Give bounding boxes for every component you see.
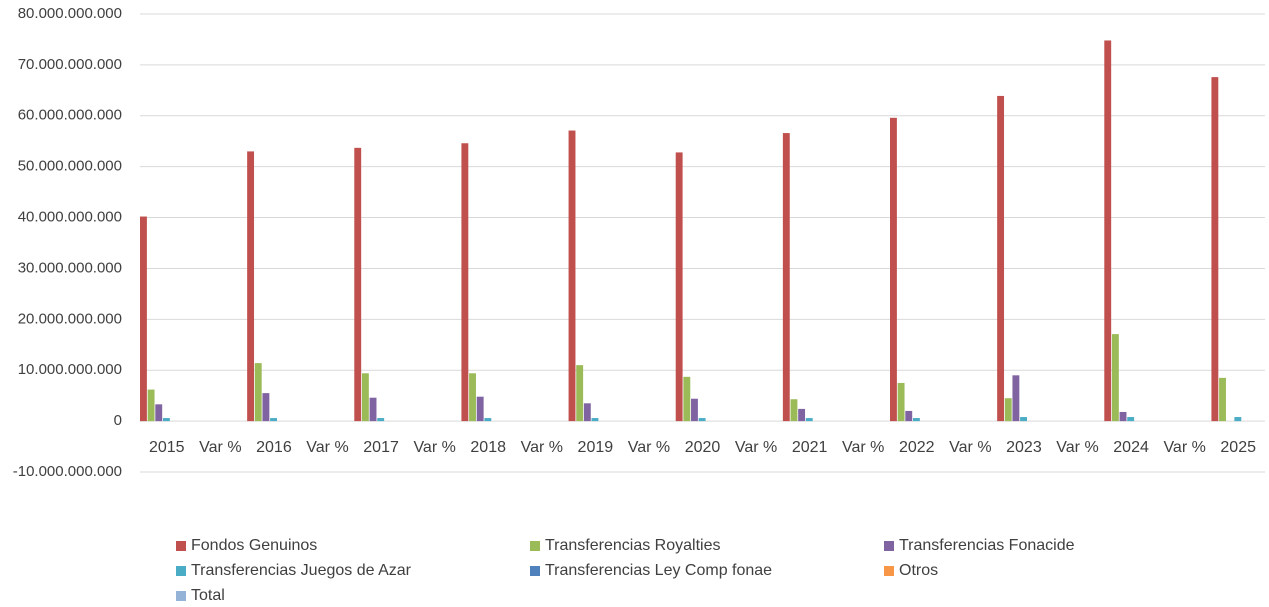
x-tick-label: Var % (199, 439, 241, 456)
x-tick-label: 2023 (1006, 439, 1042, 456)
bar (484, 418, 492, 422)
bar (1012, 375, 1020, 422)
bar (576, 365, 584, 422)
bar (147, 389, 155, 422)
bar (683, 376, 691, 422)
legend-swatch (176, 591, 186, 601)
bar (1127, 417, 1135, 422)
x-tick-label: 2015 (149, 439, 185, 456)
y-tick-label: 40.000.000.000 (18, 209, 122, 226)
legend-label: Otros (899, 562, 938, 579)
bar (691, 398, 698, 422)
legend-label: Total (191, 587, 225, 604)
legend-swatch (884, 541, 894, 551)
bar (790, 399, 798, 422)
y-tick-label: 20.000.000.000 (18, 310, 122, 327)
bar (461, 143, 469, 422)
legend-label: Fondos Genuinos (191, 537, 317, 554)
x-tick-label: 2021 (792, 439, 828, 456)
bar (361, 373, 369, 422)
bar (912, 418, 920, 422)
legend-label: Transferencias Ley Comp fonae (545, 562, 772, 579)
bar (162, 418, 170, 422)
legend-label: Transferencias Juegos de Azar (191, 562, 412, 579)
x-tick-label: 2020 (685, 439, 721, 456)
y-tick-label: 0 (114, 412, 122, 429)
y-tick-label: 50.000.000.000 (18, 158, 122, 175)
bar (155, 404, 163, 422)
x-tick-label: 2018 (470, 439, 506, 456)
x-tick-label: Var % (842, 439, 884, 456)
x-tick-label: 2016 (256, 439, 292, 456)
legend-label: Transferencias Royalties (545, 537, 720, 554)
bar (583, 403, 591, 422)
bar (805, 418, 813, 422)
bar (1219, 377, 1226, 422)
legend-swatch (176, 541, 186, 551)
x-tick-label: Var % (628, 439, 670, 456)
x-tick-label: Var % (306, 439, 348, 456)
bar (905, 410, 913, 422)
bar (354, 147, 362, 422)
bar (1111, 334, 1119, 422)
bar (1119, 411, 1127, 422)
bar (140, 216, 147, 422)
bar (469, 373, 476, 422)
x-tick-label: 2017 (363, 439, 399, 456)
y-tick-label: -10.000.000.000 (13, 463, 122, 480)
bar (1234, 417, 1242, 422)
legend-swatch (530, 541, 540, 551)
bar (591, 418, 599, 422)
bar (377, 418, 385, 422)
bar (262, 393, 270, 422)
bar (897, 382, 905, 422)
bar (1211, 77, 1219, 422)
bar (247, 151, 255, 422)
bar (798, 408, 806, 422)
x-tick-label: 2019 (578, 439, 614, 456)
y-tick-label: 60.000.000.000 (18, 107, 122, 124)
x-tick-label: 2025 (1220, 439, 1256, 456)
y-tick-label: 30.000.000.000 (18, 259, 122, 276)
bar (997, 95, 1005, 422)
legend-swatch (176, 566, 186, 576)
x-tick-label: Var % (949, 439, 991, 456)
bar (270, 418, 277, 422)
x-tick-label: Var % (1056, 439, 1098, 456)
x-tick-label: Var % (521, 439, 563, 456)
x-tick-label: Var % (735, 439, 777, 456)
legend-label: Transferencias Fonacide (899, 537, 1075, 554)
bar (1104, 40, 1112, 422)
bar (675, 152, 683, 422)
x-tick-label: Var % (413, 439, 455, 456)
bar (476, 396, 484, 422)
y-tick-label: 70.000.000.000 (18, 56, 122, 73)
bar (782, 133, 790, 422)
bar (698, 418, 706, 422)
bar (890, 117, 897, 422)
y-tick-label: 80.000.000.000 (18, 5, 122, 22)
x-tick-label: 2022 (899, 439, 935, 456)
y-tick-label: 10.000.000.000 (18, 361, 122, 378)
bar (1004, 398, 1012, 422)
x-tick-label: Var % (1163, 439, 1205, 456)
bar (568, 130, 576, 422)
bar (369, 397, 377, 422)
x-tick-label: 2024 (1113, 439, 1149, 456)
legend-swatch (884, 566, 894, 576)
bar (254, 363, 262, 422)
legend-swatch (530, 566, 540, 576)
bar (1020, 417, 1027, 422)
